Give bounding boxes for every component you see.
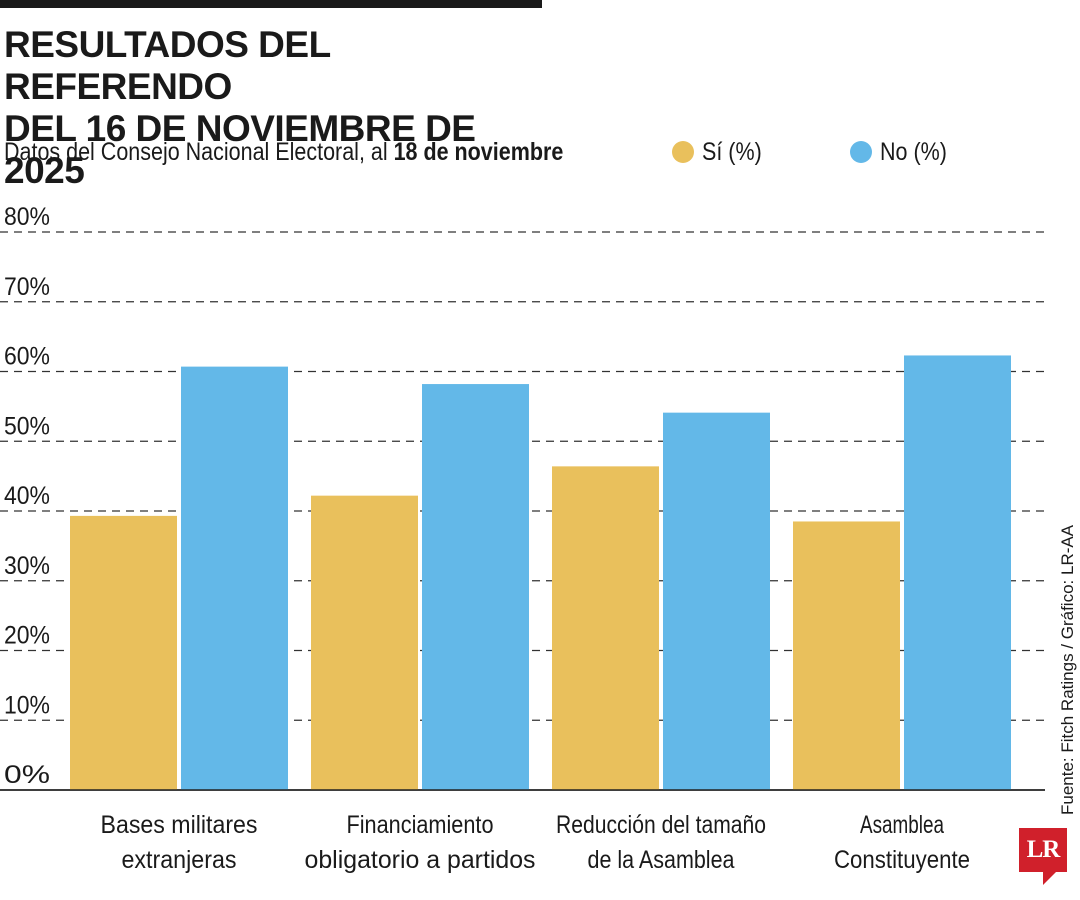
chart-title: RESULTADOS DEL REFERENDO DEL 16 DE NOVIE… (4, 24, 564, 192)
bar-no-2 (663, 412, 770, 790)
legend-swatch-no (850, 141, 872, 163)
bar-si-3 (793, 521, 900, 790)
category-label-2-line-1: de la Asamblea (588, 846, 735, 874)
y-tick-label-40: 40% (4, 482, 50, 510)
legend-item-no: No (%) (850, 136, 958, 168)
chart-subtitle: Datos del Consejo Nacional Electoral, al… (4, 136, 563, 168)
y-tick-label-30: 30% (4, 552, 50, 580)
title-line-1: RESULTADOS DEL REFERENDO (4, 24, 331, 107)
bar-no-0 (181, 366, 288, 790)
y-tick-label-20: 20% (4, 622, 50, 650)
source-credit: Fuente: Fitch Ratings / Gráfico: LR-AA (1058, 524, 1077, 815)
title-line-2: DEL 16 DE NOVIEMBRE DE 2025 (4, 108, 476, 191)
bar-si-2 (552, 466, 659, 790)
category-label-3-line-0: Asamblea (860, 811, 944, 839)
subtitle-date: 18 de noviembre (393, 138, 564, 166)
y-tick-label-10: 10% (4, 691, 50, 719)
subtitle-text: Datos del Consejo Nacional Electoral, al (4, 138, 394, 166)
y-tick-label-60: 60% (4, 343, 50, 371)
lr-logo: LR (1019, 828, 1067, 872)
bar-no-3 (904, 355, 1011, 790)
category-label-1-line-0: Financiamiento (347, 811, 494, 839)
bar-no-1 (422, 384, 529, 790)
lr-logo-tail (1043, 871, 1057, 885)
y-tick-label-50: 50% (4, 412, 50, 440)
y-tick-label-80: 80% (4, 203, 50, 231)
category-label-3-line-1: Constituyente (834, 846, 970, 874)
legend-label-si: Sí (%) (702, 137, 762, 166)
bar-si-1 (311, 495, 418, 790)
y-tick-label-0: 0% (4, 761, 50, 789)
category-label-2-line-0: Reducción del tamaño (556, 811, 766, 839)
category-label-1-line-1: obligatorio a partidos (305, 846, 536, 874)
y-tick-label-70: 70% (4, 273, 50, 301)
category-label-0-line-1: extranjeras (122, 846, 237, 874)
category-label-0-line-0: Bases militares (101, 811, 258, 839)
bar-si-0 (70, 515, 177, 790)
legend-label-no: No (%) (880, 137, 947, 166)
legend-item-si: Sí (%) (672, 136, 771, 168)
legend-swatch-si (672, 141, 694, 163)
top-rule (0, 0, 542, 8)
